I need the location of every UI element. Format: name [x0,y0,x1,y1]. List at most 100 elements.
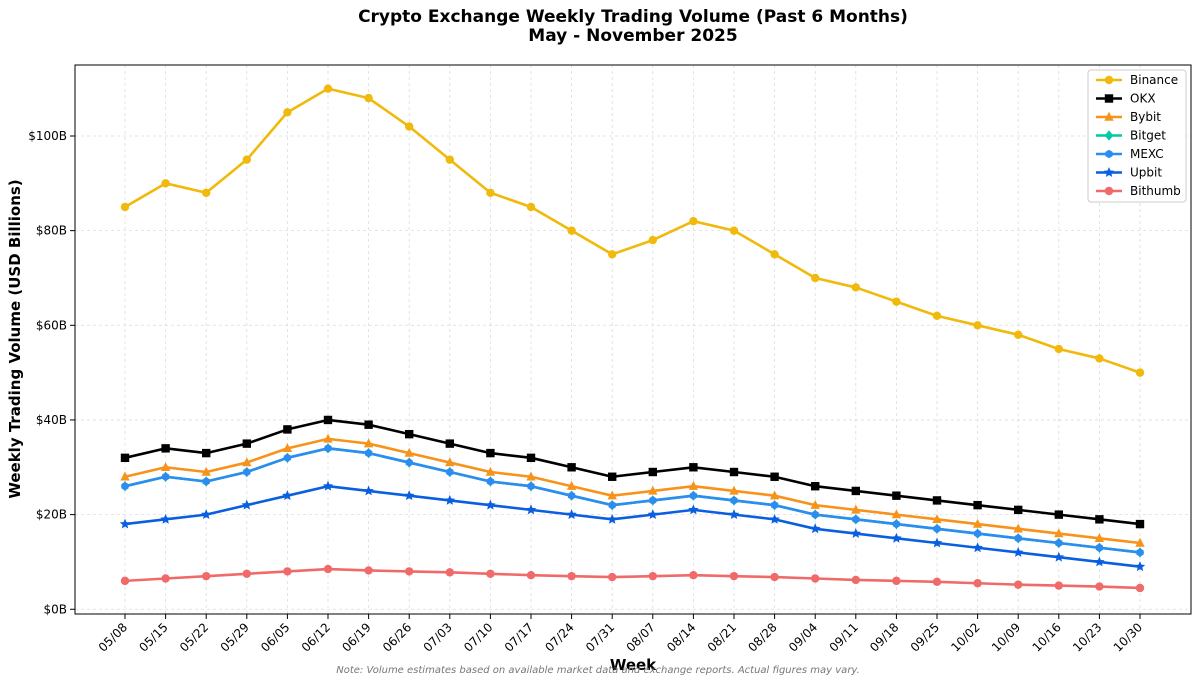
legend-marker-upbit [1103,167,1115,177]
data-point-bithumb [811,574,820,583]
x-axis: 05/08 05/15 05/22 05/29 06/05 06/12 06/19 06/26… [96,614,1145,655]
y-tick-label: $60B [36,318,67,332]
legend-marker-mexc [1105,149,1113,159]
data-point-mexc [243,467,251,477]
data-point-okx [283,425,292,434]
data-point-bybit [1054,528,1064,538]
x-tick-label: 05/08 [96,620,130,654]
data-point-mexc [973,529,982,538]
chart-title: Crypto Exchange Weekly Trading Volume (P… [358,7,908,27]
data-point-bithumb [323,564,333,574]
series-bithumb [120,564,1145,593]
legend-item-okx: OKX [1096,92,1156,106]
series-line-bybit [124,437,1141,545]
legend-marker-bybit [1104,111,1114,121]
data-point-bithumb [973,579,982,588]
data-point-binance [932,311,942,321]
data-point-upbit [1053,551,1065,562]
series-line-bithumb [124,567,1141,590]
data-point-bybit [891,509,902,519]
data-point-binance [811,273,820,283]
data-point-bybit [526,471,536,481]
data-point-upbit [525,504,537,515]
data-point-bybit [729,485,739,495]
data-point-bithumb [486,569,495,578]
x-tick-label: 06/26 [380,620,414,654]
data-point-mexc [405,458,413,467]
legend-marker-bitget [1104,130,1114,141]
data-point-mexc [1055,538,1063,548]
data-point-binance [973,321,982,330]
legend-item-upbit: Upbit [1096,166,1162,180]
data-point-binance [648,235,657,245]
data-point-upbit [606,513,618,524]
data-point-upbit [566,509,577,520]
data-point-bithumb [1054,581,1064,590]
series-binance [120,84,1145,377]
data-point-bybit [323,433,333,443]
data-point-bithumb [567,571,576,581]
data-point-upbit [160,513,171,524]
data-point-upbit [931,537,943,548]
data-point-okx [323,415,333,425]
footnote: Note: Volume estimates based on availabl… [336,665,860,676]
data-point-mexc [649,496,657,505]
data-point-binance [608,250,617,259]
data-point-okx [851,486,860,496]
series-line-okx [124,418,1141,526]
data-point-bithumb [729,571,739,581]
chart-subtitle: May - November 2025 [528,26,737,46]
data-point-okx [1135,519,1145,529]
x-tick-label: 07/17 [502,620,536,654]
grid [75,65,1191,614]
data-point-mexc [567,491,576,500]
data-point-upbit [891,532,902,543]
x-tick-label: 10/30 [1111,620,1145,654]
x-tick-label: 09/04 [786,620,820,654]
data-point-okx [973,500,982,510]
data-point-mexc [161,472,170,481]
x-tick-label: 08/07 [624,620,658,654]
legend-item-binance: Binance [1096,73,1178,87]
data-point-binance [364,93,373,103]
data-point-okx [202,448,211,458]
data-point-binance [1135,368,1145,377]
data-point-okx [811,482,820,491]
legend-item-mexc: MEXC [1096,147,1164,161]
series-upbit [119,480,1146,572]
data-point-mexc [446,467,454,477]
y-tick-label: $40B [36,413,67,427]
data-point-mexc [1095,543,1104,552]
data-point-bithumb [283,567,292,576]
legend-label-bithumb: Bithumb [1130,184,1181,198]
data-point-bithumb [1014,580,1023,589]
legend-marker-binance [1104,75,1114,85]
data-point-upbit [241,499,253,510]
legend-box [1087,69,1187,203]
data-point-bybit [851,504,861,514]
plot-area [74,64,1192,615]
data-point-upbit [485,499,496,510]
data-point-okx [405,429,414,439]
data-point-bithumb [405,567,414,576]
y-tick-label: $0B [43,602,67,616]
data-point-bithumb [445,568,454,577]
data-point-mexc [730,496,738,505]
series-group [119,84,1146,593]
data-point-upbit [688,504,699,515]
series-line-mexc [124,447,1141,554]
data-point-bybit [363,438,374,448]
data-point-binance [405,122,414,131]
y-axis-label: Weekly Trading Volume (USD Billions) [6,179,24,498]
series-line-binance [124,87,1141,374]
data-point-okx [567,463,576,472]
data-point-mexc [486,477,495,486]
data-point-bybit [607,490,617,500]
data-point-binance [1014,330,1023,339]
y-tick-label: $80B [36,224,67,238]
data-point-binance [202,188,211,197]
series-line-upbit [124,484,1141,568]
data-point-upbit [282,490,293,501]
series-okx [120,415,1145,529]
